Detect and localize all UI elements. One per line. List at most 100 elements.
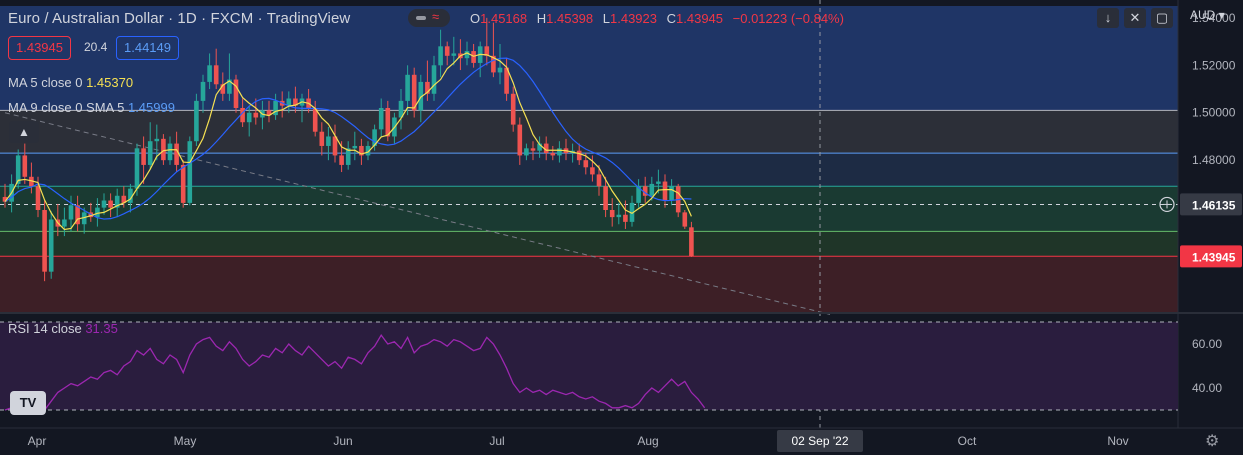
arrow-down-icon[interactable]: ↓ (1097, 8, 1119, 28)
price-zone (0, 186, 1178, 232)
maximize-icon[interactable]: ▢ (1151, 8, 1173, 28)
last-price-label: 1.43945 (1192, 250, 1236, 264)
ma5-legend[interactable]: MA 5 close 0 1.45370 (8, 75, 133, 90)
compare-toggle[interactable]: ≈ (408, 9, 450, 27)
crosshair-price-label: 1.46135 (1192, 198, 1236, 212)
candle-body (418, 81, 424, 111)
candle-body (48, 219, 54, 272)
candle-body (180, 164, 186, 203)
candle-body (438, 46, 443, 66)
crosshair-date-label: 02 Sep '22 (791, 434, 848, 448)
rsi-pane: 60.00 40.00 (0, 321, 1222, 412)
candle-body (273, 100, 278, 116)
candle-body (134, 148, 140, 189)
price-tick-label: 1.54000 (1192, 11, 1236, 25)
candle-body (636, 186, 641, 203)
candle-body (682, 212, 688, 227)
candle-body (530, 148, 536, 151)
candle-body (95, 207, 100, 218)
candle-body (293, 98, 298, 106)
candle-body (517, 124, 523, 156)
price-tick-label: 1.50000 (1192, 106, 1236, 120)
candle-body (200, 81, 206, 101)
candle-body (411, 74, 417, 111)
price-axis: 1.540001.520001.500001.480001.460001.461… (0, 0, 1243, 428)
time-tick-label: Jul (489, 434, 504, 448)
ma9-value: 1.45999 (127, 100, 175, 115)
rsi-label: RSI 14 close (8, 321, 82, 336)
candle-body (491, 55, 496, 73)
fullscreen-icon[interactable]: ✕ (1124, 8, 1146, 28)
high-value: 1.45398 (546, 11, 594, 26)
candle-body (246, 112, 252, 123)
ma5-label: MA 5 close 0 (8, 75, 83, 90)
candle-body (550, 153, 556, 156)
candle-body (167, 143, 173, 161)
trend-line (4, 112, 831, 315)
candle-body (642, 186, 648, 196)
candle-body (537, 143, 542, 151)
candle-body (312, 108, 318, 132)
close-value: 1.43945 (676, 11, 724, 26)
candle-body (68, 205, 74, 220)
candle-body (359, 145, 364, 156)
wave-icon: ≈ (432, 9, 440, 24)
candle-body (543, 143, 549, 154)
candle-body (319, 131, 325, 146)
sell-price-button[interactable]: 1.43945 (8, 36, 71, 60)
candle-body (240, 108, 245, 123)
candle-body (662, 181, 668, 201)
candle-body (227, 79, 232, 94)
buy-price-button[interactable]: 1.44149 (116, 36, 179, 60)
ma9-label: MA 9 close 0 SMA 5 (8, 100, 125, 115)
gear-icon[interactable]: ⚙ (1205, 433, 1220, 450)
candle-body (147, 141, 153, 165)
tradingview-logo[interactable]: TV (10, 391, 46, 415)
candle-body (2, 196, 8, 202)
candle-body (524, 148, 529, 156)
candle-body (326, 136, 331, 146)
symbol-title: Euro / Australian Dollar · 1D · FXCM · T… (8, 10, 351, 27)
currency-label: AUD (1190, 8, 1216, 22)
crosshair-date-tag (777, 430, 863, 452)
ma9-legend[interactable]: MA 9 close 0 SMA 5 1.45999 (8, 100, 175, 115)
candle-body (484, 46, 490, 56)
candle-body (101, 200, 107, 208)
rsi-legend[interactable]: RSI 14 close 31.35 (8, 321, 118, 336)
candle-body (213, 65, 219, 85)
candle-body (233, 79, 239, 108)
candle-body (81, 212, 87, 225)
candle-body (332, 136, 338, 156)
candle-body (398, 100, 404, 118)
chevron-up-icon[interactable]: ▲ (9, 121, 39, 143)
candle-body (431, 65, 437, 94)
time-tick-label: Jun (333, 434, 352, 448)
candle-body (464, 51, 470, 59)
time-tick-label: Nov (1107, 434, 1128, 448)
candle-body (108, 200, 113, 208)
candle-body (220, 84, 226, 94)
ma5-value: 1.45370 (86, 75, 134, 90)
candle-body (583, 160, 589, 168)
high-label: H (536, 11, 547, 26)
crosshair-price-tag (1180, 193, 1242, 216)
low-value: 1.43923 (610, 11, 657, 26)
price-zone (0, 231, 1178, 257)
close-label: C (666, 11, 677, 26)
ma5-line (4, 52, 692, 231)
candle-body (114, 195, 120, 208)
candle-body (649, 183, 655, 196)
price-zones (0, 6, 1178, 312)
low-label: L (602, 11, 610, 26)
candle-body (557, 148, 562, 156)
candle-body (75, 205, 80, 225)
spread-value: 20.4 (84, 40, 108, 54)
candle-body (385, 108, 391, 137)
rsi-tick-label: 40.00 (1192, 381, 1222, 395)
rsi-line (4, 334, 706, 412)
rsi-value: 31.35 (85, 321, 118, 336)
candle-body (266, 110, 272, 116)
currency-selector[interactable]: AUD ▾ (1190, 8, 1225, 22)
ma9-line (4, 57, 692, 220)
